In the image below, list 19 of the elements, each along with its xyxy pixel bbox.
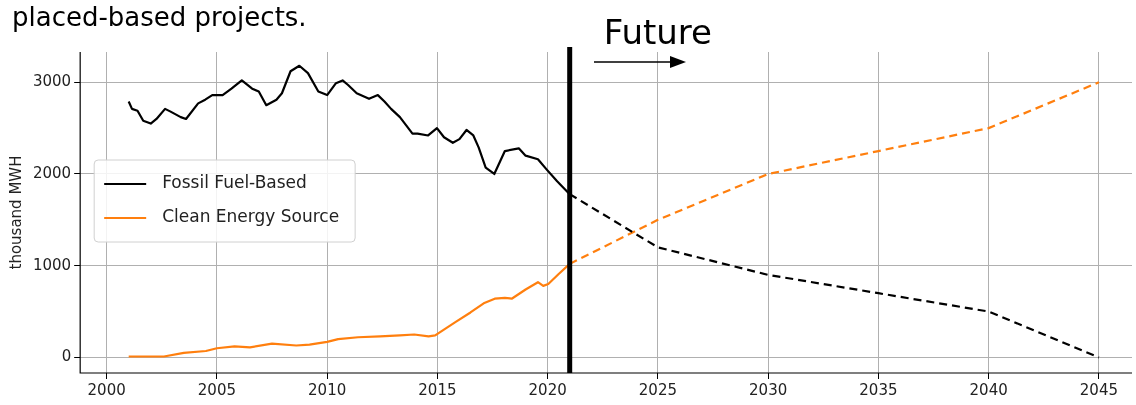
text: placed-based projects. xyxy=(12,2,307,32)
y-tick-label: 2000 xyxy=(32,163,72,182)
x-tick-label: 2040 xyxy=(969,380,1008,399)
x-tick-label: 2015 xyxy=(418,380,457,399)
legend-label: Clean Energy Source xyxy=(162,206,340,227)
x-tick-label: 2010 xyxy=(308,380,347,399)
x-tick-label: 2005 xyxy=(197,380,236,399)
x-tick-label: 2000 xyxy=(87,380,126,399)
x-tick-label: 2025 xyxy=(638,380,677,399)
annotation: Future xyxy=(603,12,712,52)
x-tick-label: 2020 xyxy=(528,380,567,399)
y-tick-label: 3000 xyxy=(32,72,72,91)
x-tick-label: 2035 xyxy=(859,380,898,399)
legend-label: Fossil Fuel-Based xyxy=(162,172,307,193)
x-tick-label: 2030 xyxy=(749,380,788,399)
y-tick-label: 1000 xyxy=(32,255,72,274)
y-tick-label: 0 xyxy=(61,347,72,366)
x-tick-label: 2045 xyxy=(1079,380,1119,399)
y-axis-title: thousand MWH xyxy=(6,155,25,270)
